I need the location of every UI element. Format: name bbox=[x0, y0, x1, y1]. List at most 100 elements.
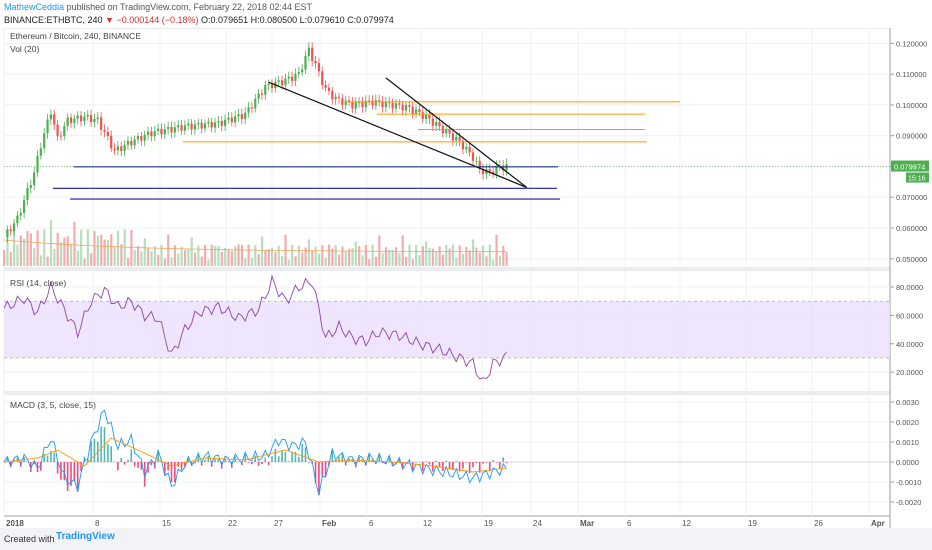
volume-bar bbox=[163, 258, 166, 266]
volume-bar bbox=[80, 229, 83, 266]
macd-histogram-bar bbox=[53, 452, 56, 462]
volume-bar bbox=[110, 234, 113, 266]
volume-bar bbox=[240, 245, 244, 266]
macd-histogram-bar bbox=[217, 458, 220, 462]
volume-bar bbox=[204, 244, 207, 266]
volume-bar bbox=[66, 236, 69, 266]
created-with: Created with bbox=[4, 534, 55, 544]
candle-body bbox=[478, 160, 481, 169]
volume-bar bbox=[334, 244, 337, 266]
macd-histogram-bar bbox=[60, 462, 62, 480]
macd-histogram-bar bbox=[442, 462, 444, 471]
y-tick-label: 80.0000 bbox=[896, 283, 923, 292]
candle-body bbox=[203, 123, 207, 129]
candle-body bbox=[170, 126, 173, 133]
author-link[interactable]: MathewCeddia bbox=[4, 2, 65, 12]
candle-body bbox=[488, 168, 491, 172]
macd-histogram-bar bbox=[445, 460, 447, 462]
macd-histogram-bar bbox=[388, 455, 391, 462]
volume-bar bbox=[472, 239, 475, 266]
macd-histogram-bar bbox=[478, 462, 481, 473]
macd-histogram-bar bbox=[257, 462, 260, 466]
volume-bar bbox=[448, 248, 451, 266]
candle-body bbox=[307, 47, 310, 56]
volume-bar bbox=[106, 239, 110, 266]
macd-histogram-bar bbox=[180, 462, 183, 471]
volume-bar bbox=[455, 257, 458, 266]
volume-bar bbox=[227, 248, 230, 266]
trendline bbox=[385, 77, 527, 188]
volume-bar bbox=[461, 253, 465, 266]
macd-histogram-bar bbox=[43, 453, 45, 462]
volume-bar bbox=[384, 247, 388, 266]
tradingview-brand[interactable]: TradingView bbox=[56, 531, 115, 542]
y-tick-label: 0.110000 bbox=[896, 70, 927, 79]
candle-body bbox=[324, 85, 327, 88]
volume-bar bbox=[49, 220, 53, 266]
volume-bar bbox=[482, 245, 485, 266]
candle-body bbox=[471, 152, 475, 161]
macd-histogram-bar bbox=[435, 460, 437, 462]
macd-histogram-bar bbox=[321, 462, 324, 477]
candle-body bbox=[277, 80, 280, 82]
x-tick-label: 6 bbox=[627, 519, 632, 528]
candle-body bbox=[250, 107, 253, 109]
volume-bar bbox=[73, 221, 76, 266]
symbol: BINANCE:ETHBTC, 240 bbox=[4, 15, 103, 25]
macd-histogram-bar bbox=[455, 461, 458, 462]
macd-histogram-bar bbox=[224, 459, 226, 462]
volume-bar bbox=[36, 230, 39, 266]
candle-body bbox=[344, 100, 347, 105]
candle-body bbox=[230, 117, 233, 123]
volume-bar bbox=[260, 236, 264, 266]
macd-histogram-bar bbox=[505, 462, 508, 463]
candle-body bbox=[106, 131, 109, 136]
chart-canvas[interactable]: 2018 8 15 22 27 Feb 6 12 19 24 Mar 6 12 19 26 Apr 0.1200… bbox=[0, 28, 932, 528]
volume-bar bbox=[271, 247, 274, 266]
volume-bar bbox=[200, 256, 203, 266]
macd-histogram-bar bbox=[492, 460, 494, 462]
candle-body bbox=[455, 136, 458, 141]
volume-bar bbox=[468, 250, 471, 266]
x-tick-label: 15 bbox=[162, 519, 171, 528]
volume-bar bbox=[488, 244, 491, 266]
main-pane-label: Ethereum / Bitcoin, 240, BINANCE bbox=[10, 31, 141, 41]
candle-body bbox=[438, 122, 441, 126]
volume-bar bbox=[197, 245, 200, 266]
macd-histogram-bar bbox=[405, 462, 407, 463]
volume-bar bbox=[173, 245, 177, 266]
candle-body bbox=[43, 133, 46, 149]
candle-body bbox=[79, 115, 83, 122]
macd-histogram-bar bbox=[428, 462, 431, 465]
volume-bar bbox=[341, 246, 344, 266]
volume-bar bbox=[133, 250, 136, 266]
candle-body bbox=[183, 125, 186, 131]
candle-body bbox=[187, 123, 190, 126]
macd-histogram-bar bbox=[401, 462, 404, 469]
volume-bar bbox=[13, 231, 16, 266]
candle-body bbox=[143, 134, 146, 141]
candle-body bbox=[234, 116, 237, 123]
price-tag-timer: 15:16 bbox=[908, 176, 926, 183]
macd-histogram-bar bbox=[86, 458, 89, 462]
macd-histogram-bar bbox=[261, 462, 263, 464]
macd-line bbox=[3, 409, 507, 496]
volume-bar bbox=[153, 246, 156, 266]
macd-histogram-bar bbox=[244, 454, 246, 462]
candle-body bbox=[411, 106, 414, 114]
candle-body bbox=[301, 69, 304, 73]
volume-bar bbox=[53, 248, 56, 266]
volume-bar bbox=[307, 239, 311, 266]
macd-histogram-bar bbox=[30, 462, 32, 472]
volume-bar bbox=[19, 235, 22, 266]
candle-body bbox=[257, 93, 260, 99]
candle-body bbox=[160, 128, 163, 135]
volume-bar bbox=[254, 245, 257, 266]
volume-bar bbox=[485, 256, 488, 266]
candle-body bbox=[247, 107, 250, 113]
candle-body bbox=[391, 102, 394, 109]
volume-bar bbox=[70, 243, 73, 266]
volume-bar bbox=[297, 245, 300, 266]
candle-body bbox=[49, 114, 52, 120]
candle-body bbox=[163, 129, 166, 135]
